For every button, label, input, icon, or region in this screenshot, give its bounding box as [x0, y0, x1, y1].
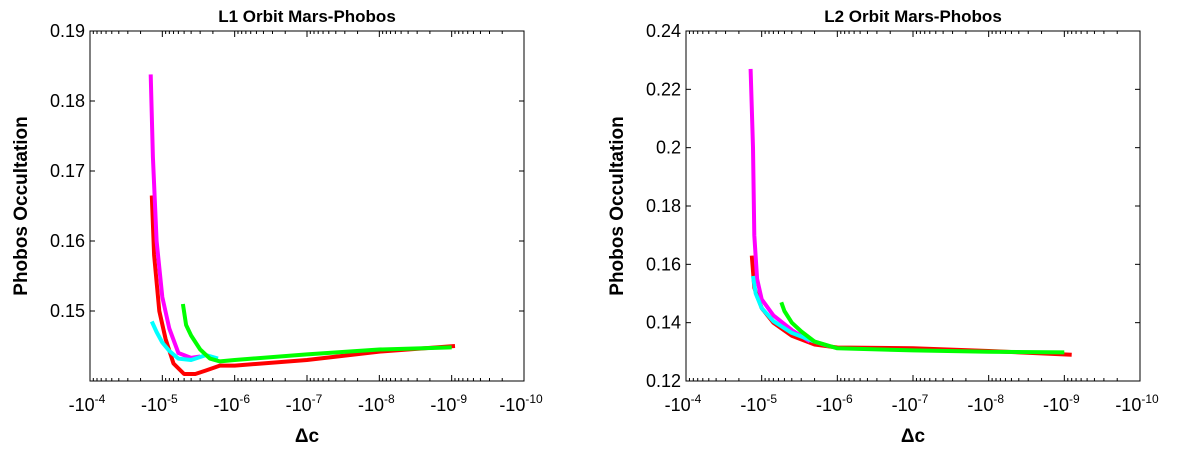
chart-2-x-tick-label: -10-10	[1115, 392, 1159, 415]
chart-1-x-tick-label: -10-10	[499, 392, 543, 415]
chart-1-y-tick-label: 0.15	[50, 301, 85, 321]
chart-2: 0.12 0.14 0.16 0.18 0.2 0.22 0.24 -10-4 -10-5 -10…	[607, 7, 1159, 447]
chart-1: 0.15 0.16 0.17 0.18 0.19 -10-4 -10-5 -10-6 -10-7…	[11, 7, 543, 447]
chart-2-x-tick-label: -10-8	[967, 392, 1004, 415]
chart-2-series-line-2	[748, 68, 812, 344]
chart-2-x-axis-label: Δc	[901, 426, 926, 447]
chart-1-series-line-2	[148, 74, 201, 360]
chart-2-x-tick-label: -10-6	[816, 392, 853, 415]
chart-2-x-tick-label: -10-4	[665, 392, 702, 415]
chart-1-y-axis-label: Phobos Occultation	[11, 116, 32, 295]
chart-2-y-axis-label: Phobos Occultation	[607, 116, 628, 295]
chart-2-y-tick-label: 0.12	[646, 371, 681, 391]
chart-2-title: L2 Orbit Mars-Phobos	[824, 7, 1002, 26]
chart-1-series-line-4	[180, 303, 452, 364]
chart-2-x-tick-label: -10-9	[1043, 392, 1080, 415]
chart-1-x-tick-label: -10-6	[213, 392, 250, 415]
chart-1-x-tick-label: -10-7	[286, 392, 323, 415]
chart-2-y-tick-label: 0.22	[646, 79, 681, 99]
chart-1-series-line-3	[149, 320, 219, 362]
chart-1-y-tick-label: 0.17	[50, 161, 85, 181]
chart-2-x-tick-label: -10-7	[892, 392, 929, 415]
chart-1-y-tick-label: 0.19	[50, 21, 85, 41]
chart-1-y-tick-label: 0.16	[50, 231, 85, 251]
chart-1-x-tick-label: -10-5	[141, 392, 178, 415]
chart-2-y-tick-label: 0.2	[656, 138, 681, 158]
chart-1-series-line-1	[149, 195, 456, 376]
chart-1-x-axis-label: Δc	[295, 426, 320, 447]
chart-2-y-tick-label: 0.14	[646, 313, 681, 333]
chart-2-x-tick-label: -10-5	[740, 392, 777, 415]
chart-1-x-tick-label: -10-8	[358, 392, 395, 415]
chart-2-y-tick-label: 0.24	[646, 21, 681, 41]
chart-2-axes-box	[685, 30, 1141, 382]
chart-1-x-tick-label: -10-4	[69, 392, 106, 415]
chart-1-title: L1 Orbit Mars-Phobos	[218, 7, 396, 26]
chart-2-series-line-4	[779, 301, 1065, 355]
chart-1-x-tick-label: -10-9	[430, 392, 467, 415]
chart-2-y-tick-label: 0.18	[646, 196, 681, 216]
chart-1-y-tick-label: 0.18	[50, 91, 85, 111]
chart-2-y-tick-label: 0.16	[646, 254, 681, 274]
